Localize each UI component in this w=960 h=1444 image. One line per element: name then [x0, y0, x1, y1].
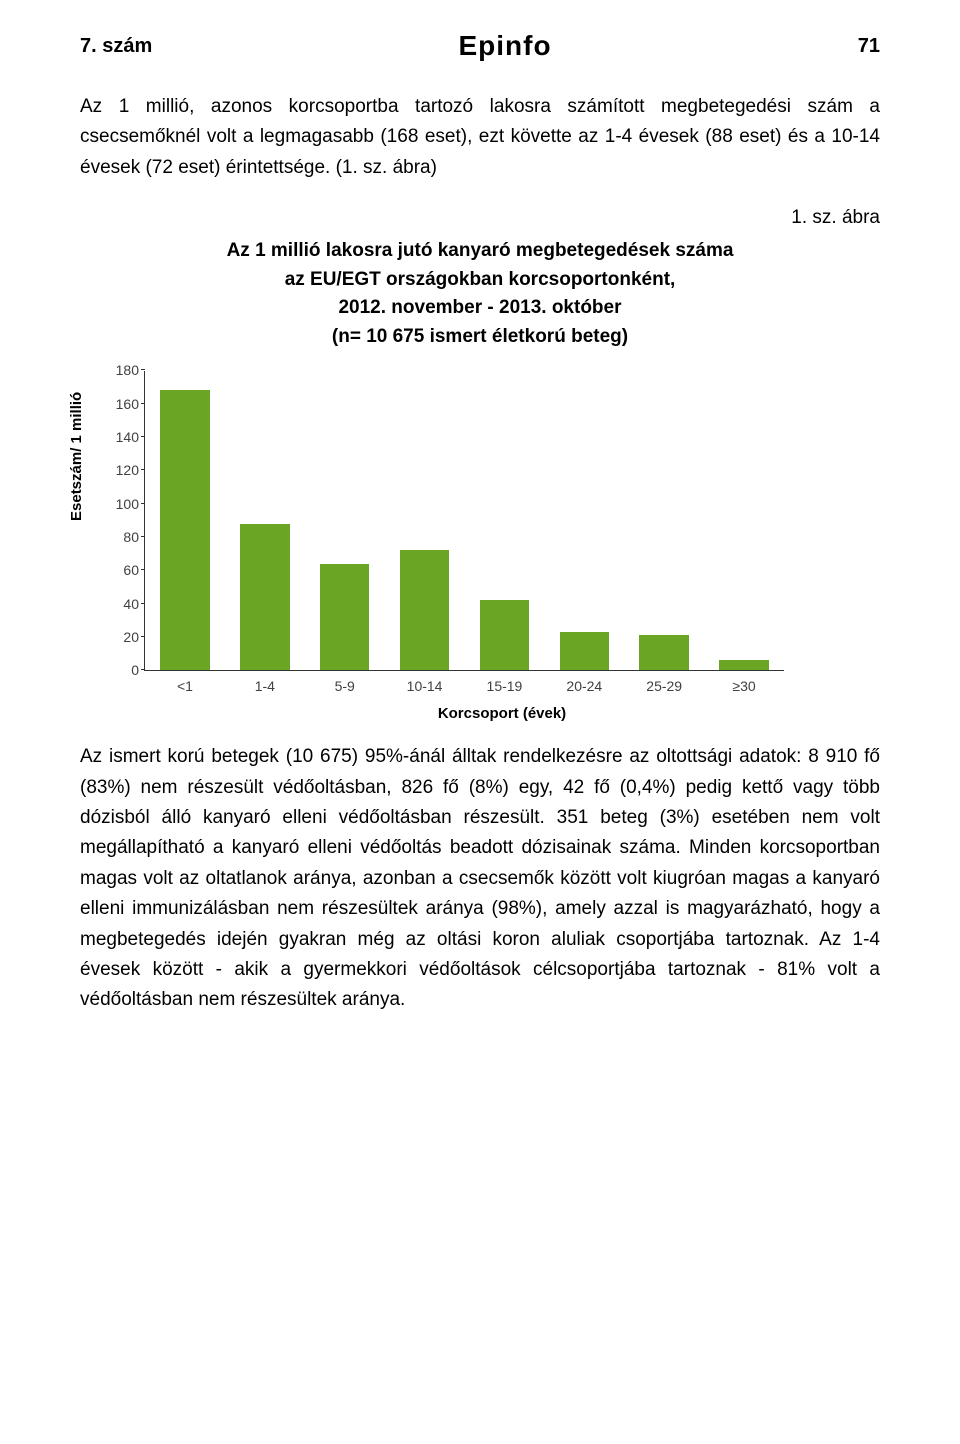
paragraph-bottom: Az ismert korú betegek (10 675) 95%-ánál…: [80, 742, 880, 1016]
bar: [560, 632, 610, 670]
y-tick-mark: [141, 369, 145, 370]
bar-slot: 25-29: [624, 371, 704, 670]
bar-slot: 1-4: [225, 371, 305, 670]
x-tick-label: 25-29: [624, 678, 704, 694]
bar: [639, 635, 689, 670]
bar-slot: 15-19: [465, 371, 545, 670]
x-axis-label: Korcsoport (évek): [144, 705, 860, 722]
y-tick-mark: [141, 503, 145, 504]
y-tick-mark: [141, 603, 145, 604]
y-tick-mark: [141, 436, 145, 437]
bar: [240, 524, 290, 671]
figure-title-line2: az EU/EGT országokban korcsoportonként,: [285, 269, 676, 290]
y-tick-label: 40: [105, 596, 139, 612]
y-tick-mark: [141, 669, 145, 670]
issue-label: 7. szám: [80, 35, 152, 58]
figure-title-line3: 2012. november - 2013. október: [338, 297, 621, 318]
figure-title: Az 1 millió lakosra jutó kanyaró megbete…: [80, 237, 880, 351]
y-tick-label: 100: [105, 496, 139, 512]
y-tick-label: 20: [105, 629, 139, 645]
bar-slot: <1: [145, 371, 225, 670]
bar-chart: Esetszám/ 1 millió <11-45-910-1415-1920-…: [100, 371, 860, 722]
y-tick-mark: [141, 403, 145, 404]
y-tick-label: 140: [105, 429, 139, 445]
x-tick-label: <1: [145, 678, 225, 694]
plot-area: <11-45-910-1415-1920-2425-29≥30 02040608…: [144, 371, 784, 671]
y-tick-label: 80: [105, 529, 139, 545]
y-tick-label: 0: [105, 662, 139, 678]
y-tick-mark: [141, 569, 145, 570]
page-header: 7. szám Epinfo 71: [80, 30, 880, 62]
bar: [480, 600, 530, 670]
bars-container: <11-45-910-1415-1920-2425-29≥30: [145, 371, 784, 670]
figure-title-line1: Az 1 millió lakosra jutó kanyaró megbete…: [227, 240, 734, 261]
document-page: 7. szám Epinfo 71 Az 1 millió, azonos ko…: [0, 0, 960, 1090]
bar-slot: ≥30: [704, 371, 784, 670]
paragraph-top: Az 1 millió, azonos korcsoportba tartozó…: [80, 92, 880, 183]
x-tick-label: ≥30: [704, 678, 784, 694]
y-tick-mark: [141, 636, 145, 637]
figure-reference: 1. sz. ábra: [80, 207, 880, 229]
brand-title: Epinfo: [458, 30, 551, 62]
x-tick-label: 5-9: [305, 678, 385, 694]
bar: [719, 660, 769, 670]
y-tick-label: 60: [105, 562, 139, 578]
x-tick-label: 15-19: [465, 678, 545, 694]
x-tick-label: 20-24: [544, 678, 624, 694]
y-tick-mark: [141, 469, 145, 470]
bar: [400, 550, 450, 670]
bar: [320, 564, 370, 671]
bar: [160, 390, 210, 670]
x-tick-label: 1-4: [225, 678, 305, 694]
y-tick-mark: [141, 536, 145, 537]
bar-slot: 10-14: [385, 371, 465, 670]
y-axis-label: Esetszám/ 1 millió: [68, 392, 85, 521]
bar-slot: 20-24: [544, 371, 624, 670]
figure-title-line4: (n= 10 675 ismert életkorú beteg): [332, 326, 628, 347]
y-tick-label: 160: [105, 396, 139, 412]
x-tick-label: 10-14: [385, 678, 465, 694]
page-number: 71: [858, 35, 880, 58]
y-tick-label: 120: [105, 462, 139, 478]
bar-slot: 5-9: [305, 371, 385, 670]
y-tick-label: 180: [105, 362, 139, 378]
